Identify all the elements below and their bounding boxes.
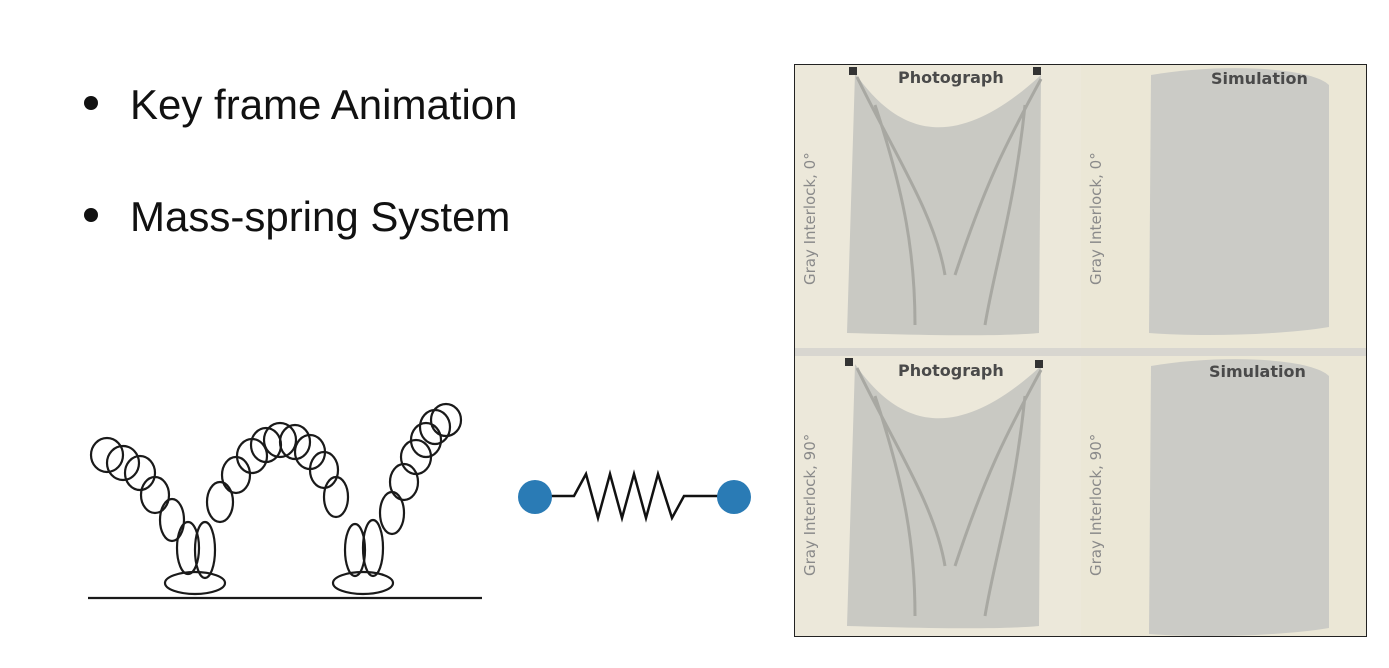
- ball-frame: [409, 421, 443, 459]
- bullet-text: Key frame Animation: [130, 81, 518, 128]
- ball-frame: [388, 462, 420, 502]
- cloth-simulation-image: [1081, 356, 1366, 636]
- panel-side-label: Gray Interlock, 90°: [1087, 433, 1105, 576]
- ball-frame: [139, 475, 171, 515]
- ball-frame: [105, 444, 141, 482]
- cloth-photo-image: [795, 65, 1081, 348]
- mass-spring-diagram: [518, 469, 751, 523]
- ball-frame: [220, 455, 252, 495]
- bouncing-ball-sketch: [88, 402, 482, 600]
- cloth-comparison-figure: Photograph Gray Interlock, 0° Simulation…: [794, 64, 1367, 637]
- ball-frame: [193, 520, 217, 580]
- ball-frame: [278, 423, 312, 461]
- ball-frame: [205, 480, 235, 524]
- bullet-key-frame-animation: Key frame Animation: [84, 84, 518, 126]
- ball-frame: [158, 497, 186, 543]
- panel-side-label: Gray Interlock, 0°: [1087, 152, 1105, 285]
- ball-frame: [308, 450, 340, 490]
- panel-simulation-90: Simulation Gray Interlock, 90°: [1081, 356, 1366, 636]
- bullet-mass-spring-system: Mass-spring System: [84, 196, 510, 238]
- panel-photograph-90: Photograph Gray Interlock, 90°: [795, 356, 1081, 636]
- ball-frame: [343, 522, 367, 578]
- cloth-photo-image: [795, 356, 1081, 636]
- ball-frame: [89, 436, 125, 474]
- spring-coil: [532, 469, 718, 523]
- ball-frame: [429, 402, 463, 438]
- ball-frame: [175, 520, 201, 576]
- ball-frame: [361, 518, 385, 578]
- ball-frame: [322, 475, 350, 519]
- figure-divider: [795, 348, 1366, 356]
- panel-side-label: Gray Interlock, 90°: [801, 433, 819, 576]
- panel-title: Photograph: [898, 68, 1004, 87]
- bullet-dot: [84, 207, 98, 222]
- panel-title: Simulation: [1209, 362, 1306, 381]
- mass-right: [717, 480, 751, 514]
- panel-simulation-0: Simulation Gray Interlock, 0°: [1081, 65, 1366, 348]
- bullet-text: Mass-spring System: [130, 193, 511, 240]
- ball-frame: [123, 454, 157, 492]
- ball-frame: [262, 421, 298, 459]
- bullet-dot: [84, 95, 98, 110]
- ball-squash: [331, 570, 395, 596]
- mass-left: [518, 480, 552, 514]
- cloth-simulation-image: [1081, 65, 1366, 348]
- panel-photograph-0: Photograph Gray Interlock, 0°: [795, 65, 1081, 348]
- ball-squash: [163, 570, 227, 596]
- panel-side-label: Gray Interlock, 0°: [801, 152, 819, 285]
- panel-title: Simulation: [1211, 69, 1308, 88]
- panel-title: Photograph: [898, 361, 1004, 380]
